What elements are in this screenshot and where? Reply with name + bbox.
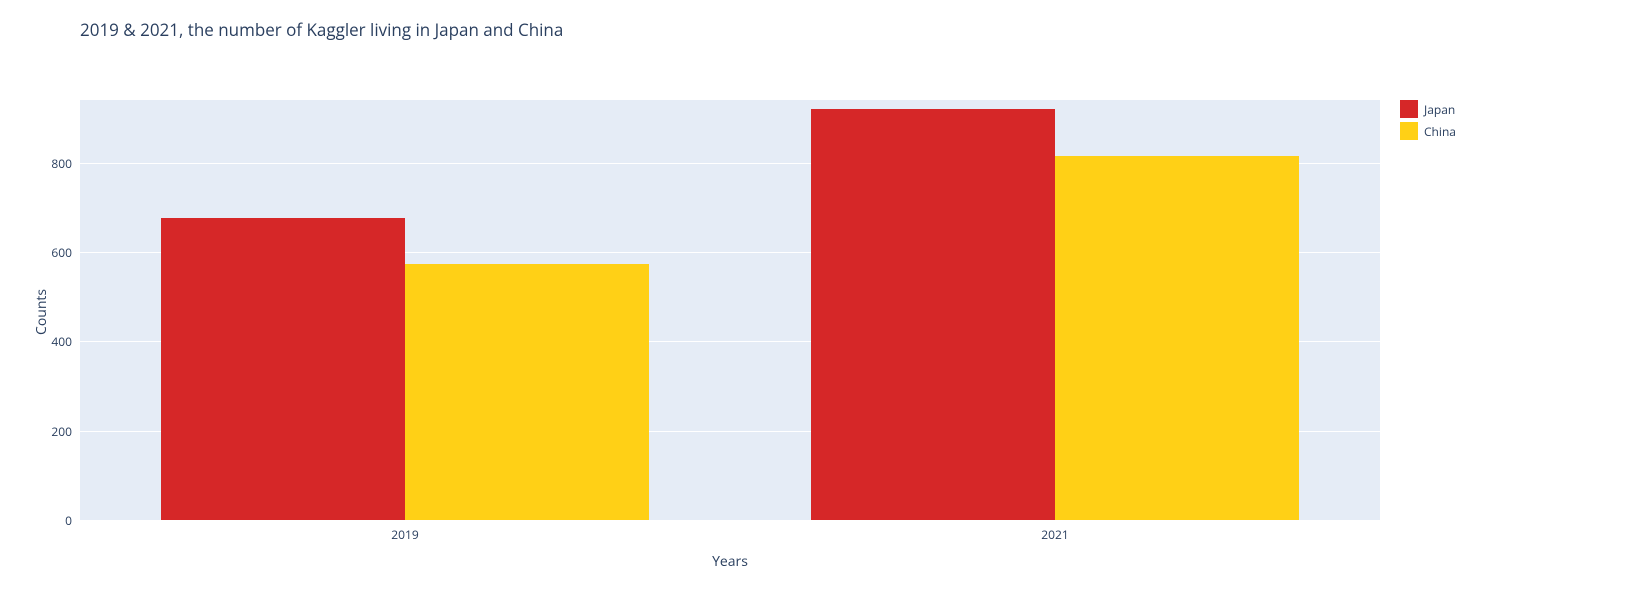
chart-container: 2019 & 2021, the number of Kaggler livin… bbox=[0, 0, 1651, 595]
bar-japan-2019[interactable] bbox=[161, 218, 405, 520]
bar-china-2021[interactable] bbox=[1055, 156, 1299, 520]
x-axis-title: Years bbox=[712, 552, 748, 571]
y-tick-label: 400 bbox=[12, 333, 72, 350]
gridline bbox=[80, 520, 1380, 521]
y-tick-label: 600 bbox=[12, 244, 72, 261]
x-tick-label: 2019 bbox=[391, 526, 418, 543]
bar-japan-2021[interactable] bbox=[811, 109, 1055, 521]
legend: Japan China bbox=[1400, 100, 1456, 144]
legend-swatch-icon bbox=[1400, 100, 1418, 118]
y-axis-title: Counts bbox=[32, 289, 51, 335]
chart-title: 2019 & 2021, the number of Kaggler livin… bbox=[80, 18, 563, 41]
legend-label: China bbox=[1424, 123, 1456, 140]
legend-item-japan[interactable]: Japan bbox=[1400, 100, 1456, 118]
legend-label: Japan bbox=[1424, 101, 1455, 118]
y-tick-label: 200 bbox=[12, 423, 72, 440]
plot-area[interactable] bbox=[80, 100, 1380, 520]
legend-item-china[interactable]: China bbox=[1400, 122, 1456, 140]
legend-swatch-icon bbox=[1400, 122, 1418, 140]
bar-china-2019[interactable] bbox=[405, 264, 649, 520]
y-tick-label: 800 bbox=[12, 155, 72, 172]
y-tick-label: 0 bbox=[12, 512, 72, 529]
x-tick-label: 2021 bbox=[1041, 526, 1068, 543]
